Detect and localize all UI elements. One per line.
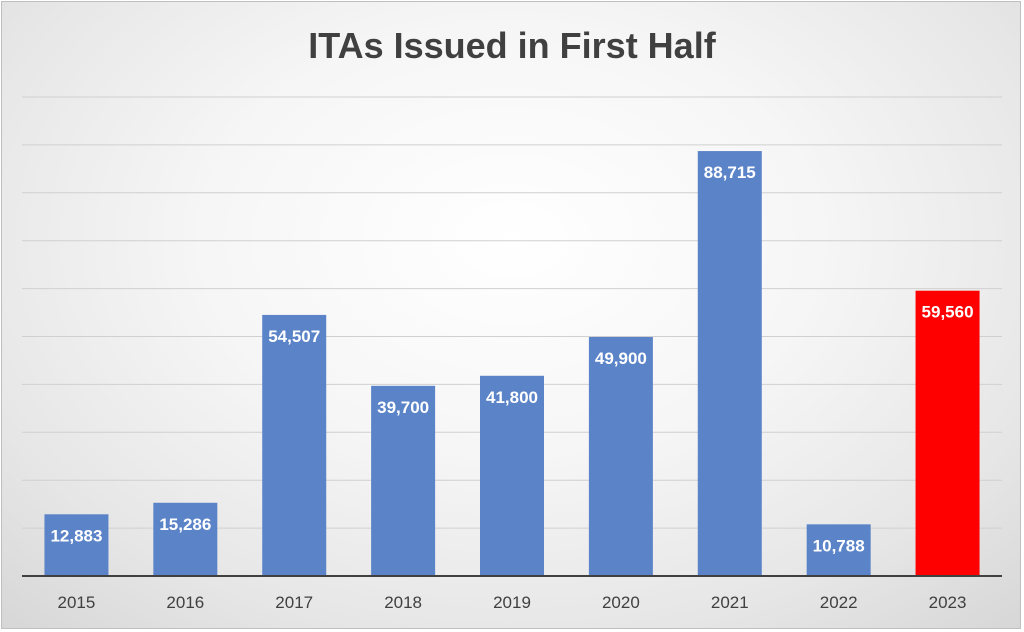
bar-2020 [588,336,653,576]
x-tick-label-2021: 2021 [711,593,749,612]
gridlines [22,96,1002,529]
x-tick-label-2018: 2018 [384,593,422,612]
data-label-2019: 41,800 [486,388,538,407]
bar-2015 [44,514,109,576]
x-tick-label-2017: 2017 [275,593,313,612]
x-tick-label-2016: 2016 [166,593,204,612]
data-label-2016: 15,286 [159,515,211,534]
data-label-2020: 49,900 [595,349,647,368]
data-label-2023: 59,560 [922,303,974,322]
x-tick-label-2019: 2019 [493,593,531,612]
bar-2017 [262,314,327,576]
x-tick-label-2022: 2022 [820,593,858,612]
data-label-2017: 54,507 [268,327,320,346]
x-axis-tick-labels: 2015 2016 2017 2018 2019 2020 2021 2022 2023 [58,593,967,612]
data-label-2021: 88,715 [704,163,756,182]
bar-2021 [697,151,762,576]
data-label-2015: 12,883 [50,526,102,545]
chart-title: ITAs Issued in First Half [308,25,716,66]
data-label-2022: 10,788 [813,536,865,555]
x-tick-label-2023: 2023 [929,593,967,612]
data-label-2018: 39,700 [377,398,429,417]
x-tick-label-2020: 2020 [602,593,640,612]
bars [44,151,980,576]
bar-2018 [371,385,436,576]
bar-2016 [153,502,218,576]
bar-2019 [480,375,544,576]
bar-2023 [915,290,980,576]
x-tick-label-2015: 2015 [58,593,96,612]
bar-2022 [806,524,871,576]
data-labels: 12,883 15,286 54,507 39,700 41,800 49,900 88,7… [50,163,973,555]
